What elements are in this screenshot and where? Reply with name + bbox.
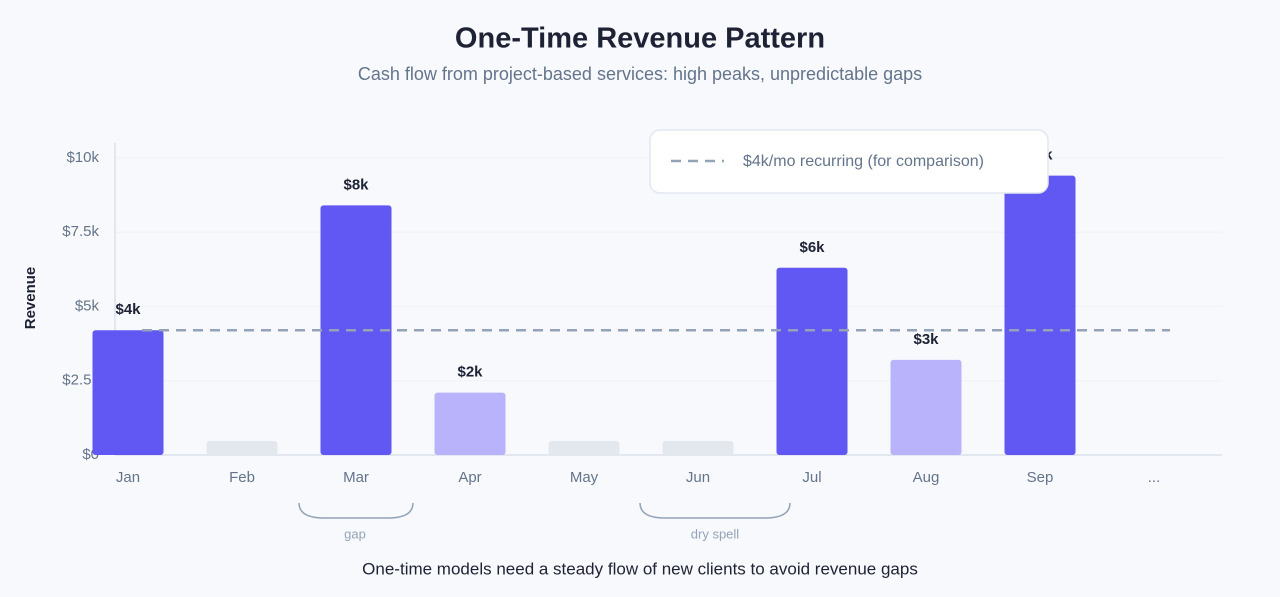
x-tick-label: Jan: [116, 469, 140, 486]
x-tick-label: Jul: [802, 469, 821, 486]
x-tick-label: Feb: [229, 469, 255, 486]
chart-title: One-Time Revenue Pattern: [455, 23, 825, 55]
x-tick-label: Mar: [343, 469, 369, 486]
annotation-label: dry spell: [691, 526, 740, 541]
legend-label: $4k/mo recurring (for comparison): [743, 153, 984, 170]
data-label: $2k: [457, 364, 483, 381]
bar: [92, 330, 164, 455]
bar: [434, 392, 506, 455]
legend-box: [649, 129, 1049, 194]
x-tick-label: Apr: [458, 469, 481, 486]
bar: [776, 267, 848, 455]
y-tick-label: $2.5k: [62, 372, 99, 389]
bar: [548, 441, 620, 455]
y-tick-label: $10k: [66, 149, 99, 166]
chart-subtitle: Cash flow from project-based services: h…: [358, 64, 922, 84]
x-tick-label: Sep: [1027, 469, 1054, 486]
y-tick-label: $5k: [75, 297, 100, 314]
data-label: $6k: [799, 239, 825, 256]
annotation-label: gap: [344, 526, 366, 541]
data-label: $3k: [913, 331, 939, 348]
x-tick-label: ...: [1148, 469, 1161, 486]
bar: [206, 441, 278, 455]
x-tick-label: Jun: [686, 469, 710, 486]
y-tick-label: $7.5k: [62, 223, 99, 240]
x-tick-label: Aug: [913, 469, 940, 486]
data-label: $8k: [343, 176, 369, 193]
bar: [890, 359, 962, 455]
y-axis-label: Revenue: [22, 267, 39, 330]
annotation-bracket: [298, 502, 414, 519]
data-label: $4k: [115, 301, 141, 318]
note: One-time models need a steady flow of ne…: [362, 559, 918, 578]
x-tick-label: May: [570, 469, 599, 486]
bar: [662, 441, 734, 455]
bar: [1004, 175, 1076, 455]
annotation-bracket: [639, 502, 791, 519]
